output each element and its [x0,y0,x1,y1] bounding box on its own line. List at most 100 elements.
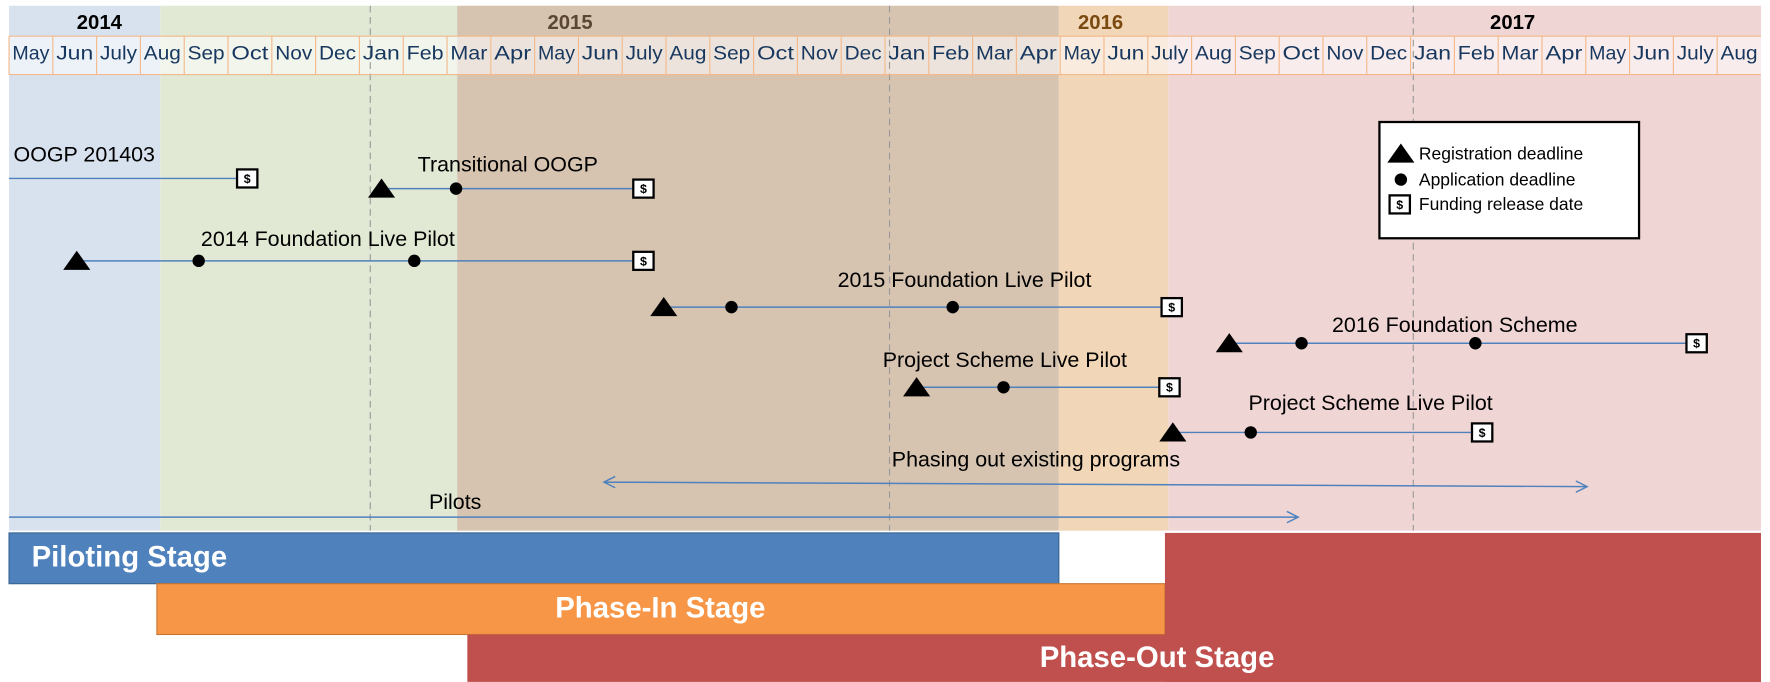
funding-marker [1388,194,1412,215]
stage-label: Phase-In Stage [555,591,765,624]
month-label: Aug [1721,43,1758,64]
application-marker [1295,337,1308,350]
funding-marker [1685,333,1708,354]
funding-marker [632,250,655,272]
stage-phase-out [467,634,1761,682]
application-marker [1469,337,1482,350]
month-label: Oct [1283,43,1321,64]
stage-label: Phase-Out Stage [1040,641,1275,674]
funding-marker [1470,422,1494,443]
funding-symbol: $ [640,254,647,268]
application-marker [1244,426,1257,439]
month-label: July [100,43,137,64]
bg-pink [1168,5,1761,531]
month-label: July [1677,43,1714,64]
registration-marker [903,377,931,397]
month-label: Jan [1414,43,1451,64]
application-marker [725,300,738,314]
year-label: 2016 [1078,12,1123,34]
month-label: Feb [407,43,444,64]
legend-label: Application deadline [1419,169,1576,189]
month-label: Mar [450,43,488,64]
month-label: May [1589,43,1626,64]
month-label: Oct [231,43,269,64]
legend-box [1378,120,1641,240]
registration-marker [1159,422,1187,442]
month-label: Dec [845,43,882,64]
program-label: 2015 Foundation Live Pilot [838,268,1092,292]
funding-symbol: $ [640,182,647,196]
registration-marker [1387,143,1415,163]
month-label: Feb [932,43,969,64]
month-label: Feb [1458,43,1495,64]
pilots-arrow [9,510,1300,524]
month-label: Nov [801,43,838,64]
month-label: Jan [888,43,925,64]
application-marker [997,381,1010,394]
month-label: Jun [56,43,93,64]
application-marker [1394,173,1408,186]
funding-marker [632,178,655,199]
funding-marker [1158,377,1181,398]
program-label: Project Scheme Live Pilot [883,348,1127,372]
program-label: 2014 Foundation Live Pilot [201,227,455,251]
month-label: July [626,43,663,64]
year-label: 2017 [1490,12,1535,34]
stage-label: Piloting Stage [32,541,228,574]
bg-green [160,5,458,531]
month-label: Jun [1633,43,1670,64]
month-label: Nov [1326,43,1363,64]
month-label: Aug [1195,43,1232,64]
phasing-arrow [602,475,1589,493]
month-label: Jan [363,43,400,64]
funding-symbol: $ [1396,198,1403,212]
application-marker [946,300,959,314]
month-label: May [538,43,575,64]
month-label: Aug [144,43,181,64]
arrow-label: Pilots [429,490,481,514]
registration-marker [367,178,396,198]
stage-phase-in [156,583,1166,636]
program-label: OOGP 201403 [14,143,155,167]
registration-marker [63,250,91,270]
application-marker [408,254,421,268]
application-marker [192,254,205,268]
month-label: July [1151,43,1188,64]
month-label: Oct [757,43,795,64]
month-label: Sep [188,43,225,64]
legend-label: Registration deadline [1419,143,1583,163]
funding-symbol: $ [1166,381,1173,395]
bg-orange [1058,5,1169,531]
funding-marker [235,168,259,189]
month-label: Mar [1502,43,1540,64]
program-label: Project Scheme Live Pilot [1248,391,1492,415]
program-label: Transitional OOGP [418,153,598,177]
funding-symbol: $ [1479,426,1486,440]
month-label: Jun [582,43,619,64]
registration-marker [650,296,678,317]
program-label: 2016 Foundation Scheme [1332,313,1578,337]
funding-marker [1160,296,1184,318]
year-label: 2014 [77,12,123,34]
month-label: Sep [1239,43,1276,64]
application-marker [449,182,463,195]
legend-label: Funding release date [1419,194,1583,214]
month-label: Sep [713,43,750,64]
stage-piloting [8,532,1060,585]
month-label: Dec [1370,43,1407,64]
funding-symbol: $ [244,172,251,186]
month-label: Mar [976,43,1014,64]
month-label: Apr [494,43,532,64]
month-label: Apr [1545,43,1583,64]
bg-brown [457,5,1059,531]
funding-symbol: $ [1693,337,1700,351]
month-label: Nov [275,43,312,64]
funding-symbol: $ [1168,301,1175,315]
registration-marker [1215,333,1243,353]
month-label: Jun [1107,43,1144,64]
year-label: 2015 [547,12,592,34]
arrow-label: Phasing out existing programs [892,447,1180,471]
month-label: May [12,43,49,64]
month-label: Apr [1020,43,1058,64]
